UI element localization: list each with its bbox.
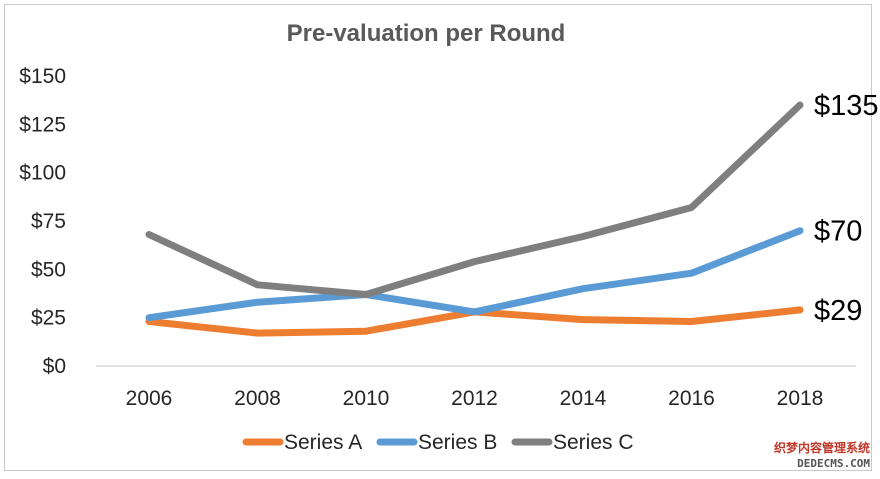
x-tick-label: 2014 bbox=[560, 387, 607, 410]
end-labels: $29 $70 $135 bbox=[814, 90, 879, 327]
watermark-line1: 织梦内容管理系统 bbox=[774, 440, 870, 455]
end-label-series-a: $29 bbox=[814, 295, 862, 327]
x-tick-label: 2016 bbox=[668, 387, 715, 410]
y-tick-label: $125 bbox=[19, 113, 66, 136]
legend-entry: Series A bbox=[284, 431, 362, 454]
watermark-line2: DEDECMS.COM bbox=[797, 457, 870, 470]
series-line-series-c bbox=[145, 101, 804, 298]
x-tick-label: 2010 bbox=[343, 387, 390, 410]
y-tick-label: $100 bbox=[19, 162, 66, 185]
y-tick-label: $75 bbox=[31, 210, 66, 233]
y-tick-label: $25 bbox=[31, 307, 66, 330]
chart-title: Pre-valuation per Round bbox=[287, 20, 566, 47]
x-axis-ticks: 2006 2008 2010 2012 2014 2016 2018 bbox=[126, 387, 824, 410]
series-lines bbox=[145, 101, 804, 337]
y-tick-label: $50 bbox=[31, 258, 66, 281]
end-label-series-c: $135 bbox=[814, 90, 879, 122]
series-line-series-b bbox=[145, 227, 804, 322]
x-tick-label: 2006 bbox=[126, 387, 173, 410]
legend-entry: Series B bbox=[418, 431, 497, 454]
x-tick-label: 2012 bbox=[451, 387, 498, 410]
y-axis-ticks: $0 $25 $50 $75 $100 $125 $150 bbox=[19, 65, 66, 378]
y-tick-label: $150 bbox=[19, 65, 66, 88]
x-tick-label: 2008 bbox=[234, 387, 281, 410]
y-tick-label: $0 bbox=[43, 355, 66, 378]
legend-entry: Series C bbox=[553, 431, 634, 454]
end-label-series-b: $70 bbox=[814, 216, 862, 248]
legend: Series A Series B Series C bbox=[242, 431, 634, 454]
x-tick-label: 2018 bbox=[777, 387, 824, 410]
